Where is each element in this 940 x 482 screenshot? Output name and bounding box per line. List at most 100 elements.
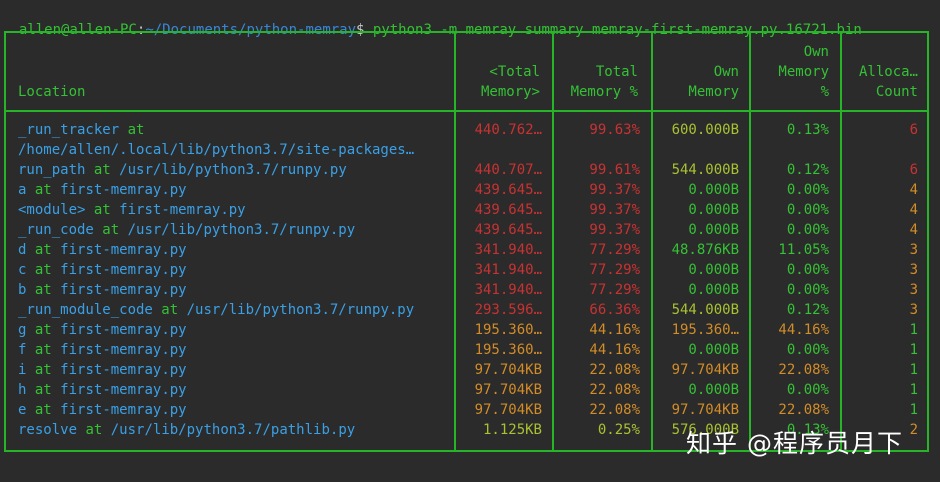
- file-path: first-memray.py: [60, 362, 187, 378]
- total-memory-cell: 341.940…: [474, 242, 542, 258]
- total-memory-pct-cell: 22.08%: [589, 382, 640, 398]
- file-path: first-memray.py: [119, 202, 246, 218]
- table-row: /home/allen/.local/lib/python3.7/site-pa…: [0, 140, 940, 160]
- total-memory-pct-cell: 99.63%: [589, 122, 640, 138]
- own-memory-pct-cell: 0.00%: [786, 222, 829, 238]
- own-memory-pct-cell: 0.00%: [786, 262, 829, 278]
- own-memory-pct-cell: 0.12%: [786, 302, 829, 318]
- total-memory-pct-cell: 99.37%: [589, 222, 640, 238]
- own-memory-pct-cell: 0.12%: [786, 162, 829, 178]
- column-divider: [552, 31, 554, 452]
- file-path: first-memray.py: [60, 342, 187, 358]
- total-memory-cell: 341.940…: [474, 282, 542, 298]
- total-memory-pct-cell: 22.08%: [589, 402, 640, 418]
- alloc-count-cell: 1: [909, 362, 918, 378]
- summary-table: [4, 31, 929, 452]
- table-row: <module> at first-memray.py 439.645… 99.37…: [0, 200, 940, 220]
- total-memory-pct-cell: 44.16%: [589, 342, 640, 358]
- table-row: a at first-memray.py 439.645… 99.37% 0.000B…: [0, 180, 940, 200]
- file-path: first-memray.py: [60, 402, 187, 418]
- at-keyword: at: [34, 262, 52, 278]
- location-cell: /home/allen/.local/lib/python3.7/site-pa…: [18, 140, 414, 160]
- function-name: <module>: [18, 202, 86, 218]
- header-own-memory-pct-line2: Memory: [778, 64, 829, 80]
- function-name: i: [18, 362, 27, 378]
- alloc-count-cell: 3: [909, 242, 918, 258]
- location-cell: h at first-memray.py: [18, 380, 187, 400]
- location-cell: _run_module_code at /usr/lib/python3.7/r…: [18, 300, 414, 320]
- own-memory-cell: 0.000B: [688, 182, 739, 198]
- table-row: _run_module_code at /usr/lib/python3.7/r…: [0, 300, 940, 320]
- own-memory-pct-cell: 22.08%: [778, 402, 829, 418]
- at-keyword: at: [34, 322, 52, 338]
- at-keyword: at: [161, 302, 179, 318]
- total-memory-pct-cell: 99.61%: [589, 162, 640, 178]
- header-total-memory-line2: Memory>: [480, 84, 540, 100]
- function-name: g: [18, 322, 27, 338]
- header-divider: [4, 110, 929, 112]
- function-name: c: [18, 262, 27, 278]
- alloc-count-cell: 1: [909, 342, 918, 358]
- table-row: c at first-memray.py 341.940… 77.29% 0.000B…: [0, 260, 940, 280]
- column-divider: [454, 31, 456, 452]
- header-own-memory-pct-line3: %: [820, 84, 829, 100]
- total-memory-pct-cell: 77.29%: [589, 242, 640, 258]
- own-memory-pct-cell: 11.05%: [778, 242, 829, 258]
- command-text: python3 -m memray summary memray-first-m…: [364, 22, 862, 38]
- own-memory-pct-cell: 0.00%: [786, 202, 829, 218]
- total-memory-cell: 439.645…: [474, 182, 542, 198]
- file-path: first-memray.py: [60, 322, 187, 338]
- function-name: f: [18, 342, 27, 358]
- table-row: run_path at /usr/lib/python3.7/runpy.py 4…: [0, 160, 940, 180]
- own-memory-cell: 48.876KB: [671, 242, 739, 258]
- alloc-count-cell: 1: [909, 322, 918, 338]
- function-name: _run_code: [18, 222, 94, 238]
- location-cell: g at first-memray.py: [18, 320, 187, 340]
- location-cell: run_path at /usr/lib/python3.7/runpy.py: [18, 160, 347, 180]
- location-cell: c at first-memray.py: [18, 260, 187, 280]
- alloc-count-cell: 3: [909, 282, 918, 298]
- file-path: first-memray.py: [60, 382, 187, 398]
- function-name: e: [18, 402, 27, 418]
- total-memory-cell: 97.704KB: [474, 402, 542, 418]
- alloc-count-cell: 1: [909, 402, 918, 418]
- own-memory-pct-cell: 44.16%: [778, 322, 829, 338]
- own-memory-cell: 576.000B: [671, 422, 739, 438]
- file-path: first-memray.py: [60, 262, 187, 278]
- own-memory-cell: 0.000B: [688, 282, 739, 298]
- location-cell: i at first-memray.py: [18, 360, 187, 380]
- alloc-count-cell: 6: [909, 122, 918, 138]
- at-keyword: at: [34, 382, 52, 398]
- own-memory-cell: 0.000B: [688, 202, 739, 218]
- location-cell: d at first-memray.py: [18, 240, 187, 260]
- total-memory-pct-cell: 0.25%: [597, 422, 640, 438]
- table-row: i at first-memray.py 97.704KB 22.08% 97.704…: [0, 360, 940, 380]
- location-cell: a at first-memray.py: [18, 180, 187, 200]
- table-row: d at first-memray.py 341.940… 77.29% 48.876…: [0, 240, 940, 260]
- own-memory-cell: 195.360…: [671, 322, 739, 338]
- table-row: f at first-memray.py 195.360… 44.16% 0.000B…: [0, 340, 940, 360]
- total-memory-cell: 439.645…: [474, 222, 542, 238]
- own-memory-cell: 97.704KB: [671, 362, 739, 378]
- own-memory-cell: 600.000B: [671, 122, 739, 138]
- header-total-memory-pct: Total Memory %: [556, 40, 638, 102]
- total-memory-cell: 97.704KB: [474, 382, 542, 398]
- total-memory-cell: 195.360…: [474, 342, 542, 358]
- function-name: resolve: [18, 422, 78, 438]
- table-row: e at first-memray.py 97.704KB 22.08% 97.704…: [0, 400, 940, 420]
- function-name: h: [18, 382, 27, 398]
- file-path: first-memray.py: [60, 182, 187, 198]
- location-cell: resolve at /usr/lib/python3.7/pathlib.py: [18, 420, 355, 440]
- function-name: run_path: [18, 162, 86, 178]
- location-cell: <module> at first-memray.py: [18, 200, 246, 220]
- at-keyword: at: [34, 342, 52, 358]
- at-keyword: at: [34, 362, 52, 378]
- header-location-label: Location: [18, 84, 86, 100]
- header-total-memory-line1: <Total: [489, 64, 540, 80]
- total-memory-cell: 195.360…: [474, 322, 542, 338]
- function-name: a: [18, 182, 27, 198]
- zhihu-watermark: 知乎 @程序员月下: [686, 429, 903, 458]
- own-memory-pct-cell: 0.00%: [786, 382, 829, 398]
- column-divider: [840, 31, 842, 452]
- location-cell: _run_code at /usr/lib/python3.7/runpy.py: [18, 220, 355, 240]
